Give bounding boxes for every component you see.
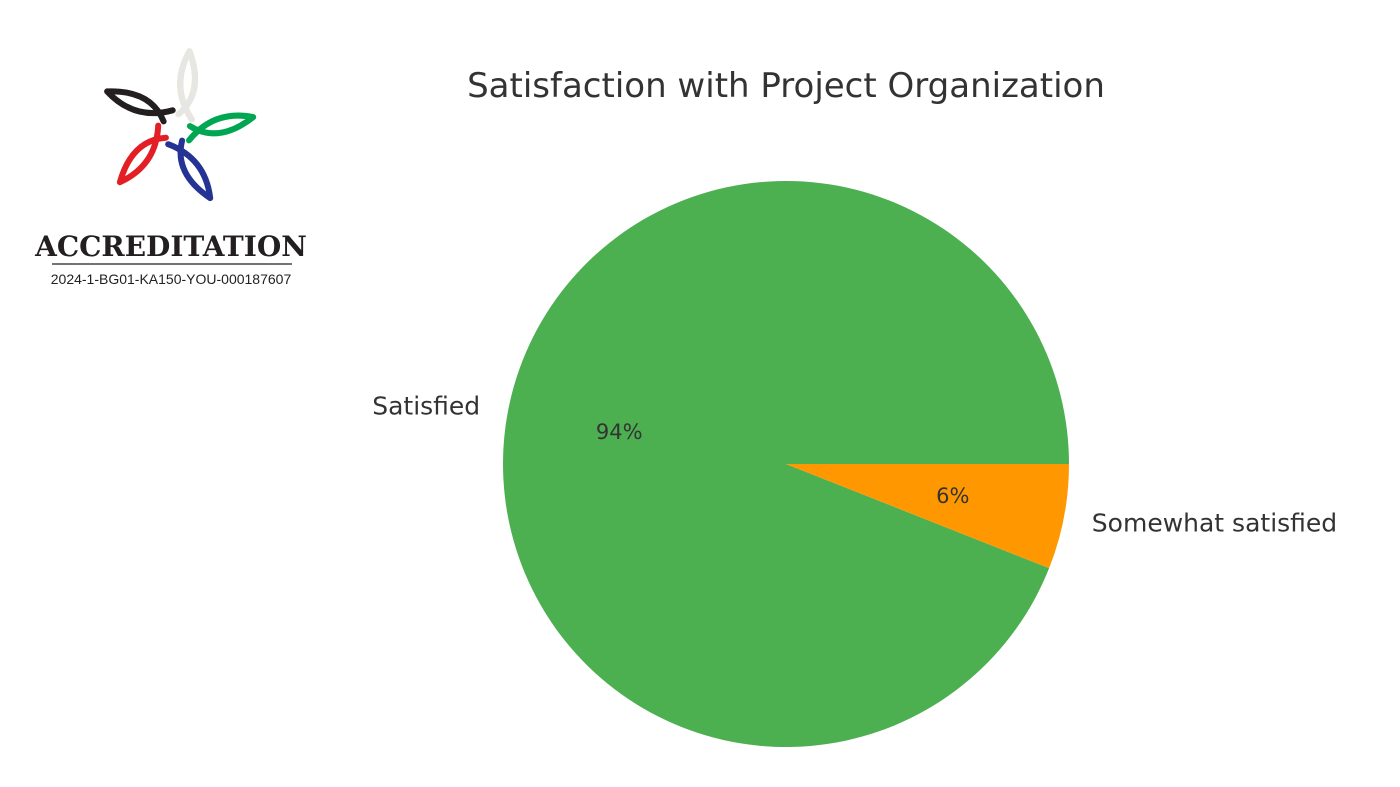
logo-petal — [186, 112, 257, 144]
logo-flower-icon — [104, 48, 257, 202]
accreditation-logo: ACCREDITATION 2024-1-BG01-KA150-YOU-0001… — [34, 48, 307, 287]
pct-label-somewhat-satisfied: 6% — [936, 484, 969, 508]
pie-slice-satisfied — [502, 181, 1069, 748]
logo-petal — [104, 88, 176, 125]
logo-petal — [175, 48, 198, 123]
pie-slices — [502, 181, 1070, 748]
logo-petal — [116, 122, 169, 186]
chart-title: Satisfaction with Project Organization — [467, 66, 1105, 106]
pct-label-satisfied: 94% — [596, 420, 643, 444]
logo-code: 2024-1-BG01-KA150-YOU-000187607 — [51, 271, 292, 287]
pie-labels: 94% Satisfied 6% Somewhat satisfied — [372, 392, 1337, 538]
category-label-satisfied: Satisfied — [372, 392, 480, 421]
logo-word: ACCREDITATION — [34, 230, 307, 263]
category-label-somewhat-satisfied: Somewhat satisfied — [1092, 508, 1337, 537]
logo-petal — [165, 137, 214, 202]
pie-slice-somewhat-satisfied — [786, 464, 1070, 569]
